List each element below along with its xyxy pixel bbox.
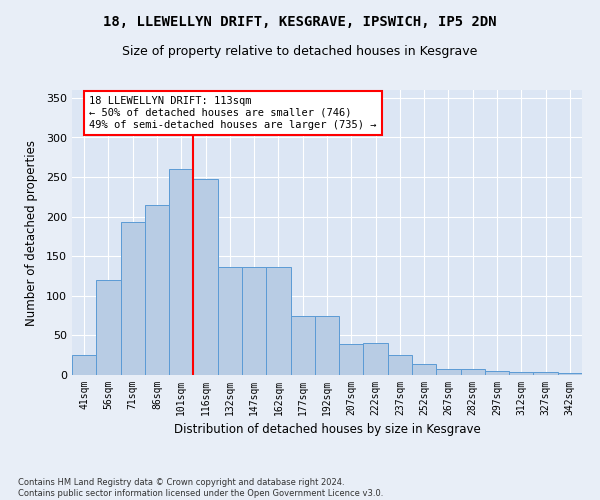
Bar	[388, 355, 412, 375]
Bar	[193, 180, 218, 375]
Bar	[339, 344, 364, 375]
Bar	[364, 344, 388, 375]
Bar	[96, 280, 121, 375]
Bar	[485, 371, 509, 375]
Bar	[461, 370, 485, 375]
Bar	[290, 316, 315, 375]
Bar	[266, 266, 290, 375]
Bar	[72, 355, 96, 375]
Bar	[533, 372, 558, 375]
Bar	[558, 372, 582, 375]
Y-axis label: Number of detached properties: Number of detached properties	[25, 140, 38, 326]
Bar	[145, 205, 169, 375]
Bar	[412, 364, 436, 375]
Text: 18 LLEWELLYN DRIFT: 113sqm
← 50% of detached houses are smaller (746)
49% of sem: 18 LLEWELLYN DRIFT: 113sqm ← 50% of deta…	[89, 96, 377, 130]
Bar	[509, 372, 533, 375]
Text: 18, LLEWELLYN DRIFT, KESGRAVE, IPSWICH, IP5 2DN: 18, LLEWELLYN DRIFT, KESGRAVE, IPSWICH, …	[103, 15, 497, 29]
Text: Contains HM Land Registry data © Crown copyright and database right 2024.
Contai: Contains HM Land Registry data © Crown c…	[18, 478, 383, 498]
Bar	[218, 266, 242, 375]
Text: Size of property relative to detached houses in Kesgrave: Size of property relative to detached ho…	[122, 45, 478, 58]
X-axis label: Distribution of detached houses by size in Kesgrave: Distribution of detached houses by size …	[173, 424, 481, 436]
Bar	[121, 222, 145, 375]
Bar	[242, 266, 266, 375]
Bar	[315, 316, 339, 375]
Bar	[436, 368, 461, 375]
Bar	[169, 169, 193, 375]
